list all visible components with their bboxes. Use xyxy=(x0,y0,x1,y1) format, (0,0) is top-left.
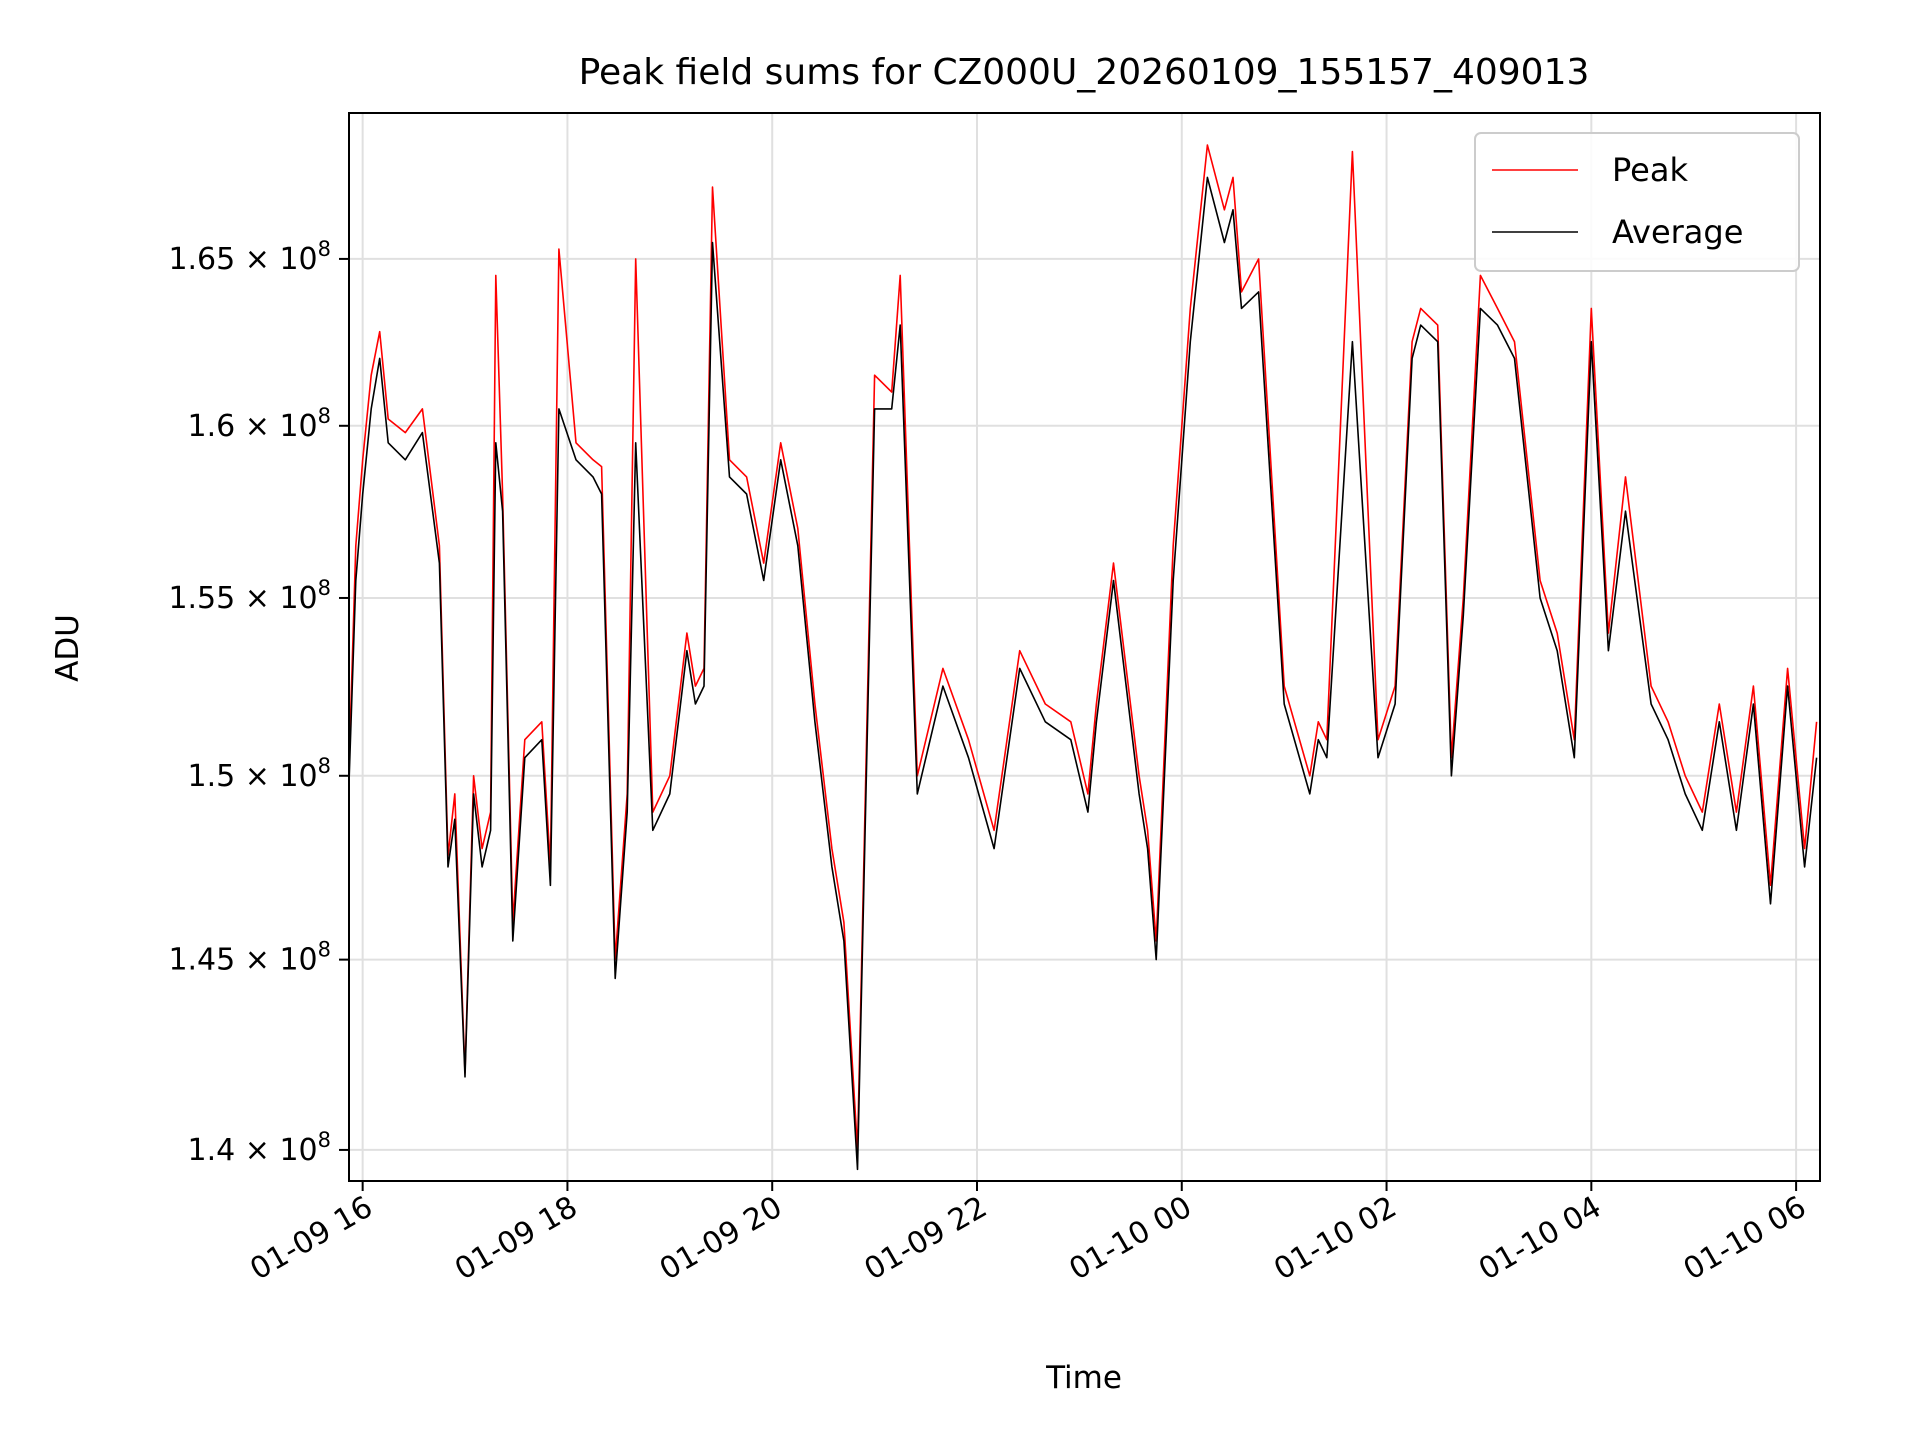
y-tick-label: 1.65 × 108 xyxy=(168,237,331,277)
legend: Peak Average xyxy=(1474,132,1800,272)
chart-title: Peak field sums for CZ000U_20260109_1551… xyxy=(579,52,1590,93)
legend-label-average: Average xyxy=(1612,213,1743,251)
y-tick-label: 1.55 × 108 xyxy=(168,576,331,616)
y-tick-label: 1.6 × 108 xyxy=(188,404,331,444)
y-axis-ticks: 1.4 × 108 1.45 × 108 1.5 × 108 1.55 × 108 1.… xyxy=(168,237,349,1168)
legend-label-peak: Peak xyxy=(1612,151,1688,189)
plot-frame xyxy=(348,112,1821,1182)
series-line-average xyxy=(348,176,1818,1171)
y-tick-label: 1.45 × 108 xyxy=(168,938,331,978)
y-tick-label: 1.4 × 108 xyxy=(188,1128,331,1168)
legend-box xyxy=(1474,132,1800,272)
x-axis-label: Time xyxy=(1045,1360,1122,1396)
grid-lines xyxy=(349,113,1820,1181)
data-series xyxy=(348,144,1818,1171)
y-axis-label: ADU xyxy=(50,614,86,682)
y-tick-label: 1.5 × 108 xyxy=(188,754,331,794)
